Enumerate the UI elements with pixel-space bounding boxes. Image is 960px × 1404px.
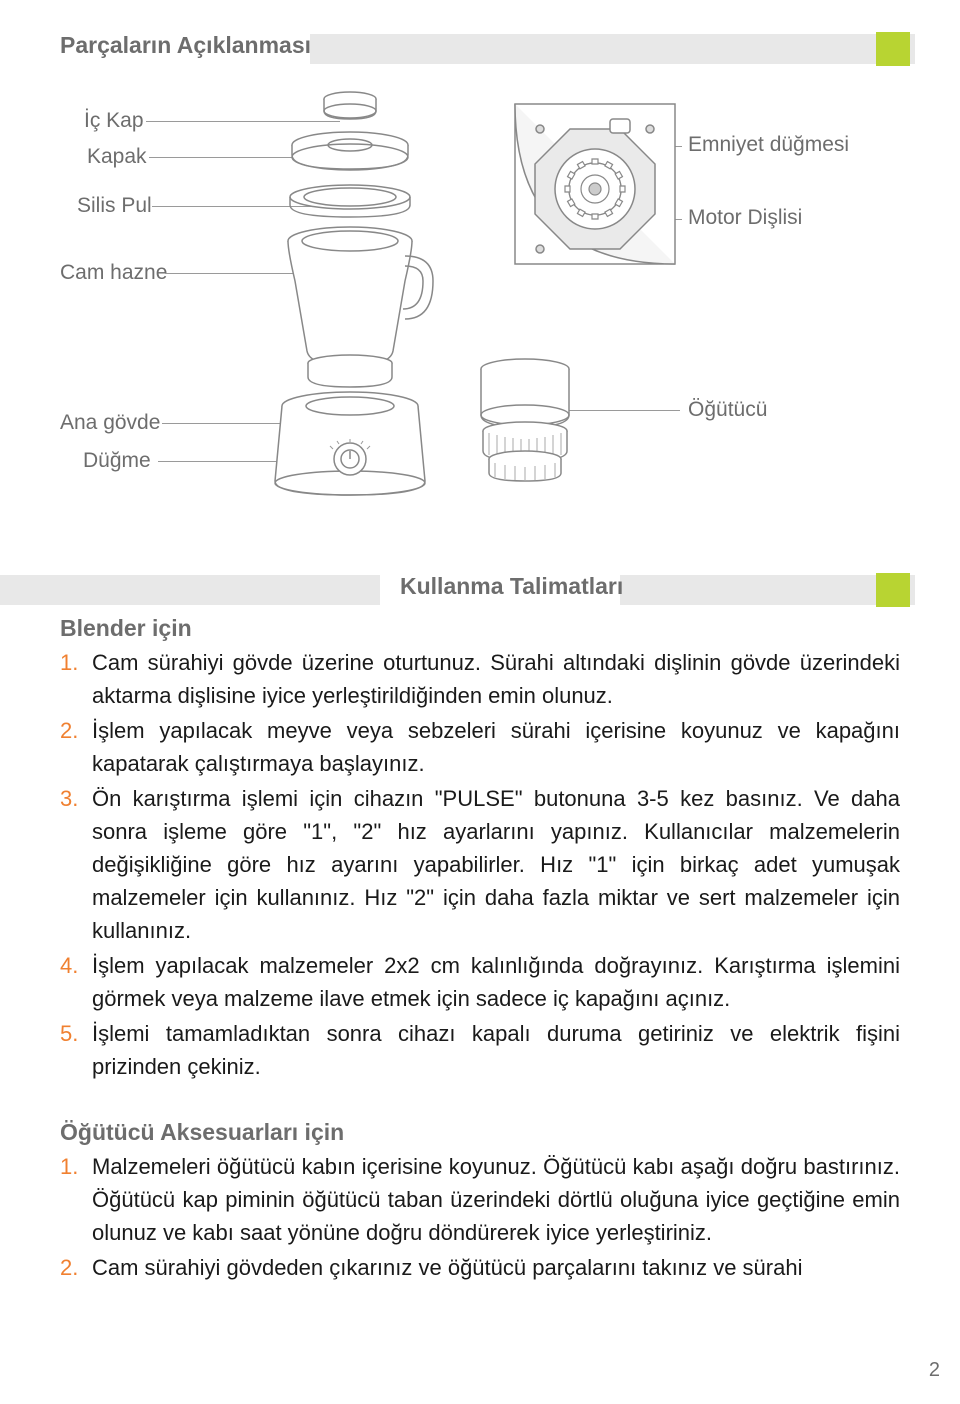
subheading-grinder: Öğütücü Aksesuarları için xyxy=(60,1119,900,1146)
blender-illustration xyxy=(255,81,475,511)
inst-text: İşlem yapılacak malzemeler 2x2 cm kalınl… xyxy=(92,949,900,1015)
inst-number: 1. xyxy=(60,1150,92,1249)
instruction-item: 2. İşlem yapılacak meyve veya sebzeleri … xyxy=(60,714,900,780)
inst-number: 1. xyxy=(60,646,92,712)
section-title: Kullanma Talimatları xyxy=(400,573,623,600)
label-kapak: Kapak xyxy=(87,145,147,169)
subheading-blender: Blender için xyxy=(60,615,900,642)
instruction-item: 4. İşlem yapılacak malzemeler 2x2 cm kal… xyxy=(60,949,900,1015)
accent-square xyxy=(876,573,910,607)
inst-text: İşlem yapılacak meyve veya sebzeleri sür… xyxy=(92,714,900,780)
header-bar xyxy=(310,34,915,64)
inst-text: Cam sürahiyi gövde üzerine oturtunuz. Sü… xyxy=(92,646,900,712)
instructions-grinder: 1. Malzemeleri öğütücü kabın içerisine k… xyxy=(60,1150,900,1284)
label-motor: Motor Dişlisi xyxy=(688,206,802,230)
instruction-item: 5. İşlemi tamamladıktan sonra cihazı kap… xyxy=(60,1017,900,1083)
label-ana-govde: Ana gövde xyxy=(60,411,160,435)
instruction-item: 2. Cam sürahiyi gövdeden çıkarınız ve öğ… xyxy=(60,1251,900,1284)
label-dugme: Düğme xyxy=(83,449,151,473)
inst-number: 2. xyxy=(60,1251,92,1284)
inst-number: 3. xyxy=(60,782,92,947)
instruction-item: 3. Ön karıştırma işlemi için cihazın "PU… xyxy=(60,782,900,947)
grinder-illustration xyxy=(465,351,585,491)
section-header-parts: Parçaların Açıklanması xyxy=(60,30,900,66)
accent-square xyxy=(876,32,910,66)
section-header-usage: Kullanma Talimatları xyxy=(60,571,900,607)
label-emniyet: Emniyet düğmesi xyxy=(688,133,849,157)
inst-number: 5. xyxy=(60,1017,92,1083)
page-number: 2 xyxy=(929,1359,940,1382)
inst-number: 2. xyxy=(60,714,92,780)
header-bar-left xyxy=(0,575,380,605)
motor-top-illustration xyxy=(510,99,680,269)
inst-number: 4. xyxy=(60,949,92,1015)
section-title: Parçaların Açıklanması xyxy=(60,32,311,59)
header-bar-right xyxy=(620,575,915,605)
parts-diagram: İç Kap Kapak Silis Pul Cam hazne Ana göv… xyxy=(60,91,900,561)
label-silis-pul: Silis Pul xyxy=(77,194,152,218)
instruction-item: 1. Cam sürahiyi gövde üzerine oturtunuz.… xyxy=(60,646,900,712)
inst-text: İşlemi tamamladıktan sonra cihazı kapalı… xyxy=(92,1017,900,1083)
inst-text: Cam sürahiyi gövdeden çıkarınız ve öğütü… xyxy=(92,1251,900,1284)
instruction-item: 1. Malzemeleri öğütücü kabın içerisine k… xyxy=(60,1150,900,1249)
inst-text: Ön karıştırma işlemi için cihazın "PULSE… xyxy=(92,782,900,947)
label-ogutucu: Öğütücü xyxy=(688,398,767,422)
label-ic-kap: İç Kap xyxy=(84,109,144,133)
label-cam-hazne: Cam hazne xyxy=(60,261,167,285)
instructions-blender: 1. Cam sürahiyi gövde üzerine oturtunuz.… xyxy=(60,646,900,1083)
inst-text: Malzemeleri öğütücü kabın içerisine koyu… xyxy=(92,1150,900,1249)
